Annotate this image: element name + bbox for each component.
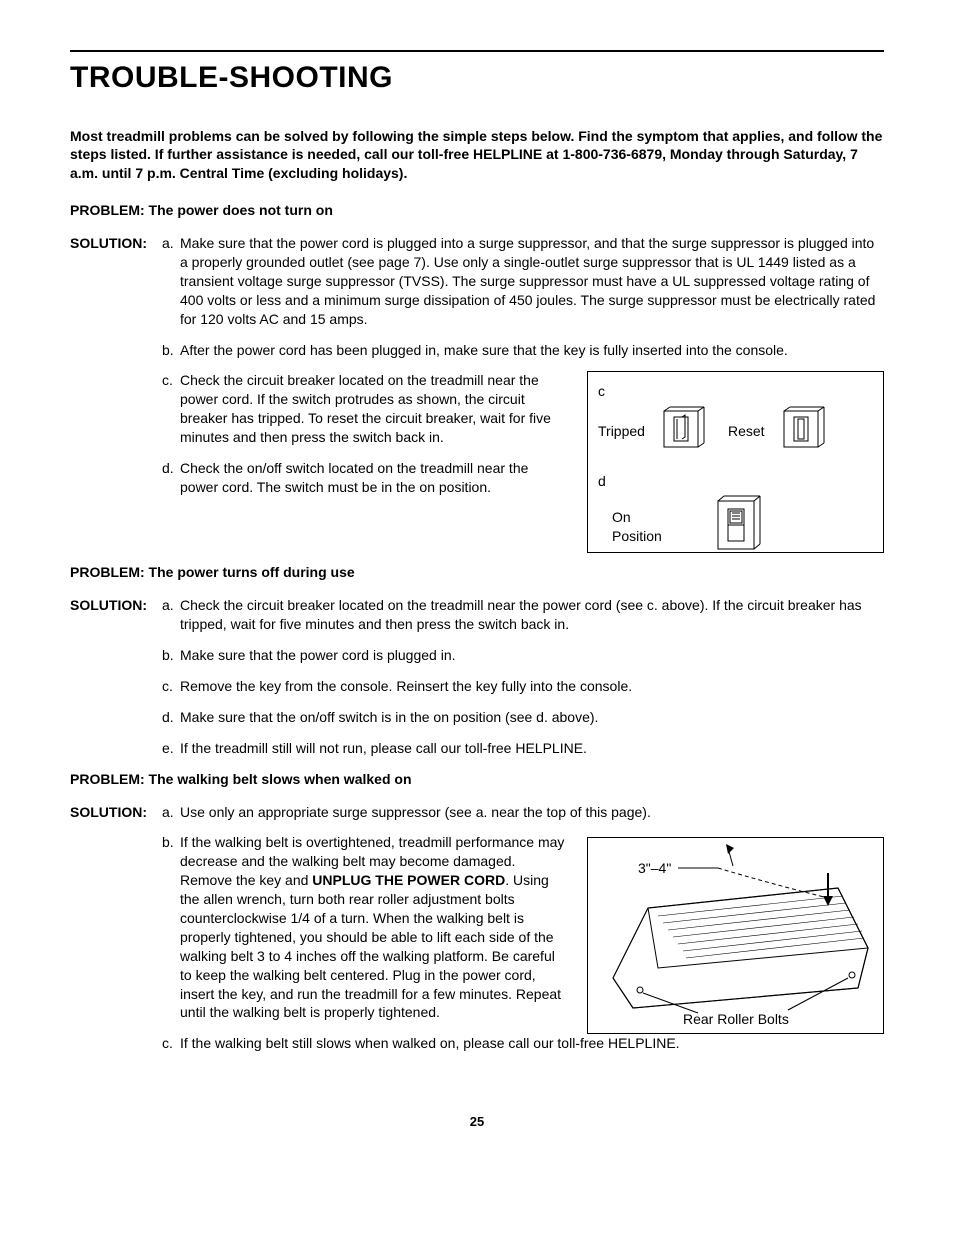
svg-text:Rear Roller Bolts: Rear Roller Bolts bbox=[683, 1011, 789, 1027]
intro-text: Most treadmill problems can be solved by… bbox=[70, 127, 884, 184]
solution-2a: Check the circuit breaker located on the… bbox=[180, 596, 884, 634]
solution-2e: If the treadmill still will not run, ple… bbox=[180, 739, 884, 758]
solution-2c: Remove the key from the console. Reinser… bbox=[180, 677, 884, 696]
solution-3a: Use only an appropriate surge suppressor… bbox=[180, 803, 884, 822]
item-letter: b. bbox=[162, 646, 180, 665]
label-tripped: Tripped bbox=[598, 422, 650, 441]
dim-label: 3"–4" bbox=[638, 860, 671, 876]
solution-3c: If the walking belt still slows when wal… bbox=[180, 1034, 884, 1053]
solution-label: SOLUTION: bbox=[70, 234, 162, 253]
figure-label-c: c bbox=[598, 382, 873, 401]
figure-circuit-breaker: c Tripped Reset bbox=[587, 371, 884, 553]
page-number: 25 bbox=[70, 1113, 884, 1131]
item-letter: b. bbox=[162, 833, 180, 852]
solution-1a: Make sure that the power cord is plugged… bbox=[180, 234, 884, 328]
item-letter: e. bbox=[162, 739, 180, 758]
label-on-position: On Position bbox=[612, 508, 682, 546]
solution-label: SOLUTION: bbox=[70, 803, 162, 822]
figure-label-d: d bbox=[598, 472, 873, 491]
page-title: TROUBLE-SHOOTING bbox=[70, 50, 884, 99]
solution-2b: Make sure that the power cord is plugged… bbox=[180, 646, 884, 665]
switch-reset-icon bbox=[780, 405, 828, 458]
problem-3: PROBLEM: The walking belt slows when wal… bbox=[70, 770, 884, 789]
solution-1b: After the power cord has been plugged in… bbox=[180, 341, 884, 360]
item-letter: b. bbox=[162, 341, 180, 360]
switch-tripped-icon bbox=[660, 405, 708, 458]
item-letter: c. bbox=[162, 1034, 180, 1053]
item-letter: c. bbox=[162, 677, 180, 696]
problem-1: PROBLEM: The power does not turn on bbox=[70, 201, 884, 220]
item-letter: a. bbox=[162, 596, 180, 615]
problem-2: PROBLEM: The power turns off during use bbox=[70, 563, 884, 582]
solution-label: SOLUTION: bbox=[70, 596, 162, 615]
solution-3b: If the walking belt is overtightened, tr… bbox=[180, 833, 569, 1022]
label-reset: Reset bbox=[728, 422, 770, 441]
item-letter: c. bbox=[162, 371, 180, 390]
figure-rear-roller: 3"–4" Rear Roller Bolts bbox=[587, 837, 884, 1034]
item-letter: d. bbox=[162, 459, 180, 478]
solution-2d: Make sure that the on/off switch is in t… bbox=[180, 708, 884, 727]
item-letter: d. bbox=[162, 708, 180, 727]
solution-1d: Check the on/off switch located on the t… bbox=[180, 459, 569, 497]
switch-on-icon bbox=[712, 493, 766, 560]
item-letter: a. bbox=[162, 234, 180, 253]
item-letter: a. bbox=[162, 803, 180, 822]
solution-1c: Check the circuit breaker located on the… bbox=[180, 371, 569, 447]
